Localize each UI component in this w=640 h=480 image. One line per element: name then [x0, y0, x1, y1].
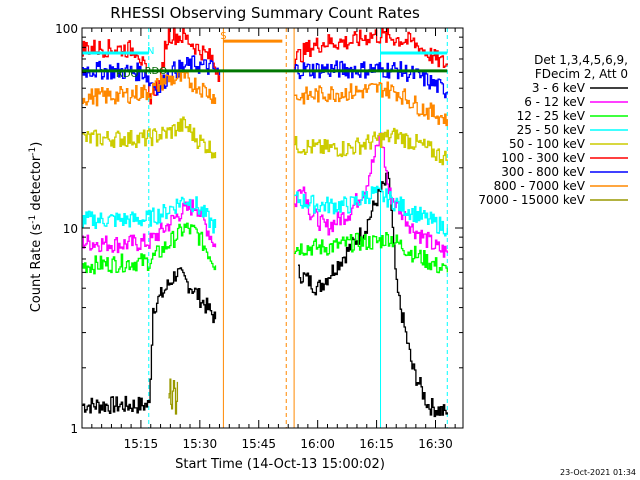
x-tick-label-3: 16:00 [300, 437, 335, 451]
annotation-1: RDO [145, 66, 168, 77]
series-line-3-seg-0 [82, 196, 217, 234]
legend-label-0: 3 - 6 keV [532, 81, 586, 95]
series-line-4-seg-1 [294, 127, 448, 166]
series-line-0-seg-1 [298, 171, 448, 418]
legend-label-6: 300 - 800 keV [501, 165, 585, 179]
series-line-2-seg-1 [294, 231, 448, 274]
x-tick-label-5: 16:30 [418, 437, 453, 451]
legend-label-3: 25 - 50 keV [517, 123, 586, 137]
footer-timestamp: 23-Oct-2021 01:34 [560, 468, 636, 477]
x-tick-label-1: 15:30 [183, 437, 218, 451]
legend-label-8: 7000 - 15000 keV [478, 193, 585, 207]
annotation-3: S [220, 31, 226, 42]
series-line-0-seg-0 [82, 267, 217, 414]
plot-area: N RDO RDO S [81, 27, 448, 428]
series-line-4-seg-0 [82, 116, 217, 159]
series-line-1-seg-1 [294, 132, 448, 258]
series-line-8-seg-0 [168, 378, 179, 415]
x-axis-label: Start Time (14-Oct-13 15:00:02) [175, 457, 385, 472]
annotation-0: N [147, 46, 154, 57]
x-tick-label-0: 15:15 [124, 437, 159, 451]
x-tick-label-2: 15:45 [241, 437, 276, 451]
y-tick-label-0: 1 [70, 422, 78, 436]
series-line-3-seg-1 [294, 185, 448, 237]
y-tick-label-1: 10 [63, 222, 78, 236]
series-line-7-seg-0 [82, 70, 217, 107]
legend-label-4: 50 - 100 keV [509, 137, 586, 151]
legend: Det 1,3,4,5,6,9, FDecim 2, Att 0 3 - 6 k… [478, 53, 628, 207]
chart-title: RHESSI Observing Summary Count Rates [110, 4, 420, 22]
series-line-7-seg-1 [294, 81, 448, 127]
y-tick-label-2: 100 [55, 22, 78, 36]
legend-label-7: 800 - 7000 keV [494, 179, 586, 193]
series-line-5-seg-1 [294, 27, 448, 69]
y-axis-label: Count Rate (s-1 detector-1) [28, 142, 44, 313]
legend-label-1: 6 - 12 keV [524, 95, 586, 109]
annotation-2: RDO [116, 69, 139, 80]
x-tick-label-4: 16:15 [359, 437, 394, 451]
series-line-6-seg-1 [294, 60, 448, 99]
series-line-2-seg-0 [82, 222, 217, 275]
legend-header-line-1: Det 1,3,4,5,6,9, [534, 53, 628, 67]
legend-header-line-2: FDecim 2, Att 0 [535, 67, 628, 81]
legend-label-5: 100 - 300 keV [501, 151, 585, 165]
axes: 1 10 100 15:15 15:30 15:45 16:00 16:15 16:30 [55, 22, 463, 451]
legend-label-2: 12 - 25 keV [517, 109, 586, 123]
